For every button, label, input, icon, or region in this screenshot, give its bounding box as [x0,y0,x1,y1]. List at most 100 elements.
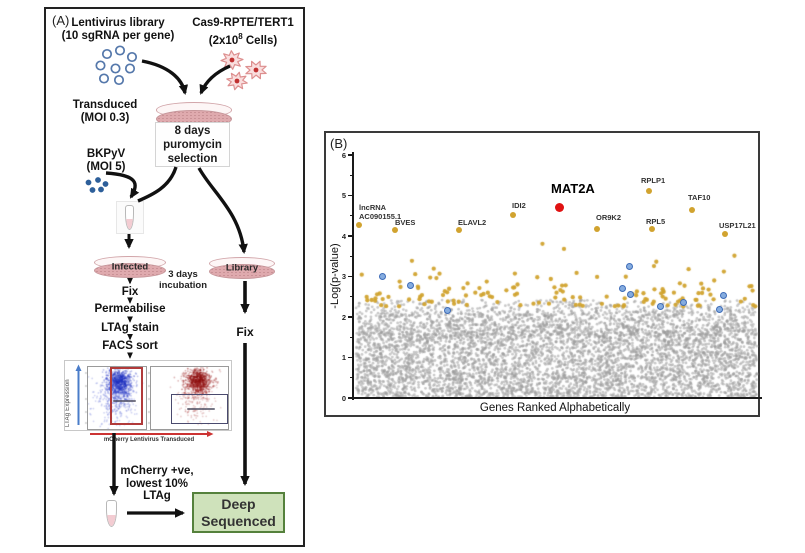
scatter-background-canvas [326,133,762,419]
y-tick-label: 2 [341,312,346,322]
highlighted-gene-dot [657,303,665,311]
panel-a-label: (A) [52,13,70,28]
facs-y-arrowhead [75,364,82,371]
gene-label-IDI2: IDI2 [512,201,526,210]
cell-nucleus [253,67,259,73]
y-tick-label: 5 [341,191,346,200]
facs-axis-arrows [75,364,214,437]
top-hit-dot-MAT2A [554,203,564,213]
step-permeabilise: Permeabilise [94,303,166,315]
facs-gate-label-right [187,408,215,411]
facs-gate-label-left [113,400,136,403]
lentivirus-title: Lentivirus library [71,17,165,29]
labeled-gene-dot [645,188,652,195]
sample-tube-infection [125,205,134,230]
highlighted-gene-dot [715,306,723,314]
highlighted-gene-dot [680,299,688,307]
workflow-arrows [105,59,250,518]
arrow-cells-to-dish [199,64,231,95]
arrow-virus-to-dish [141,59,189,95]
labeled-gene-dot [392,226,399,233]
facs-subplot-left [87,366,147,430]
panel-b-label: (B) [330,136,348,151]
y-tick-label: 0 [341,393,346,403]
deep-sequenced-box: Deep Sequenced [192,492,285,533]
gene-label-BVES: BVES [395,218,416,227]
library-dish-label: Library [225,262,259,274]
highlighted-gene-dot [443,307,451,315]
petri-dish-infected: Infected [94,256,166,278]
labeled-gene-dot [510,212,517,219]
y-minor-tick [349,255,352,257]
puromycin-selection-box: 8 days puromycin selection [155,122,230,167]
y-major-tick [347,316,352,318]
arrow-bkpyv-to-tube [105,171,140,199]
step-ltag-stain: LTAg stain [101,322,159,334]
y-tick-label: 6 [341,150,346,160]
x-axis-line [348,397,762,400]
cas9-subtitle: (2x108 Cells) [208,32,278,47]
facs-x-arrowhead [207,431,214,437]
lentivirus-particles-icon [95,45,138,86]
arrow-selection-to-tube [137,166,178,203]
gene-label-MAT2A: MAT2A [551,181,595,196]
incubation-caption: 3 days incubation [158,269,208,291]
labeled-gene-dot [594,225,600,232]
cell-nucleus [234,78,240,84]
step-facs-sort: FACS sort [102,340,158,352]
gene-label-RPL5: RPL5 [646,217,666,226]
highlighted-gene-dot [407,282,415,290]
library-fix-caption: Fix [236,325,254,339]
cell-nucleus [229,57,235,63]
labeled-gene-dot [456,227,463,234]
highlighted-gene-dot [618,285,626,293]
y-major-tick [347,356,352,359]
labeled-gene-dot [649,226,656,233]
dish-body [209,263,275,279]
lentivirus-library-caption: Lentivirus library (10 sgRNA per gene) [58,17,178,43]
bkpyv-caption: BKPyV (MOI 5) [86,148,126,173]
highlighted-gene-dot [627,290,635,298]
facs-scatter-canvas [65,361,233,432]
cas9-cells-caption: Cas9-RPTE/TERT1 (2x108 Cells) [182,17,304,48]
y-tick-label: 1 [341,353,346,362]
labeled-gene-dot [722,230,729,237]
infected-dish-label: Infected [111,261,149,273]
y-major-tick [347,154,352,156]
facs-plot-inset: LTAg Expression mCherry Lentivirus Trans… [64,360,233,443]
dish-body [94,262,166,278]
cas9-title: Cas9-RPTE/TERT1 [192,17,294,29]
y-axis-ticks: 0 1 2 3 4 5 6 [326,133,762,419]
gene-label-RPLP1: RPLP1 [641,176,666,185]
highlighted-gene-dot [626,262,634,270]
y-tick-label: 3 [341,272,346,281]
tube-liquid [126,218,133,229]
y-tick-label: 4 [341,231,346,241]
mcherry-sort-note: mCherry +ve, lowest 10% LTAg [120,465,194,502]
step-fix: Fix [121,286,139,298]
gene-label-USP17L21: USP17L21 [719,221,756,230]
arrow-selection-to-library [197,167,248,254]
highlighted-gene-dot [719,292,727,300]
facs-gate-sort [171,394,228,424]
y-minor-tick [349,215,352,217]
sample-tube-sorted [106,500,117,527]
scatter-points-layer: lncRNA AC090155.1 BVES ELAVL2 IDI2 MAT2A OR9K… [326,133,762,419]
panel-a-workflow-diagram: (A) Lentivirus library (10 sgRNA per gen… [44,7,305,547]
y-major-tick [347,397,352,399]
y-minor-tick [349,296,352,298]
gene-label-lncRNA: lncRNA AC090155.1 [359,203,402,221]
labeled-gene-dot [356,222,363,229]
y-major-tick [347,235,352,237]
y-axis-line [352,152,355,400]
lentivirus-subtitle: (10 sgRNA per gene) [61,30,175,42]
tube-liquid [107,514,116,526]
facs-gate-mcherry-positive [110,367,143,425]
y-major-tick [347,194,352,197]
y-minor-tick [349,377,352,379]
gene-label-OR9K2: OR9K2 [596,213,622,222]
highlighted-gene-dot [378,272,386,280]
facs-subplot-right [150,366,229,430]
